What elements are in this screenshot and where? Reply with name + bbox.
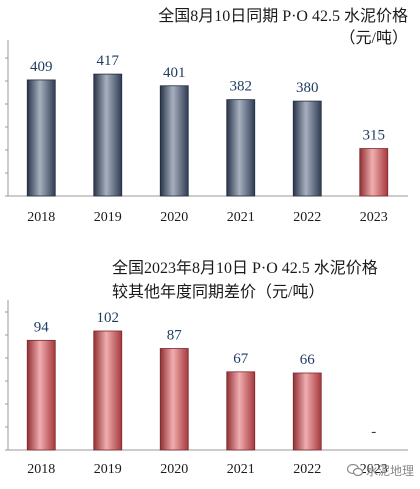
x-tick-label-2019: 2019 xyxy=(94,210,122,225)
x-tick-label-2022: 2022 xyxy=(293,210,321,225)
x-tick-label-2019: 2019 xyxy=(94,462,122,477)
bar-2022 xyxy=(292,372,322,451)
bar-2021 xyxy=(226,99,256,197)
bar-2020 xyxy=(159,85,189,197)
price-bar-chart: 409 2018 417 2019 401 2020 382 2021 380 2022 315 20… xyxy=(5,40,408,225)
chart-title: 全国2023年8月10日 P·O 42.5 水泥价格 xyxy=(112,260,378,277)
watermark-text: 水泥地理 xyxy=(365,464,414,478)
chart-subtitle: （元/吨） xyxy=(339,30,408,47)
bar-2018 xyxy=(26,79,56,197)
data-label-2022: 380 xyxy=(296,80,319,96)
chart-title: 全国8月10日同期 P·O 42.5 水泥价格 xyxy=(158,8,408,25)
x-tick-label-2018: 2018 xyxy=(27,462,55,477)
bar-2019 xyxy=(93,73,123,197)
data-label-2023: - xyxy=(371,424,376,440)
x-tick-label-2021: 2021 xyxy=(227,210,255,225)
bar-2021 xyxy=(226,371,256,451)
x-tick-label-2023: 2023 xyxy=(360,210,388,225)
chart-panel-difference: 全国2023年8月10日 P·O 42.5 水泥价格 较其他年度同期差价（元/吨… xyxy=(0,240,420,489)
y-axis xyxy=(5,40,9,197)
data-label-2022: 66 xyxy=(300,352,316,368)
bar-2018 xyxy=(26,339,56,451)
wechat-icon xyxy=(346,464,363,476)
data-label-2019: 102 xyxy=(97,310,120,326)
difference-bar-chart: 94 2018 102 2019 87 2020 67 2021 66 2022 - 2023 xyxy=(5,300,408,477)
chart-panel-price: 全国8月10日同期 P·O 42.5 水泥价格 （元/吨） 409 2018 417… xyxy=(0,0,420,240)
chart-subtitle: 较其他年度同期差价（元/吨） xyxy=(112,284,325,301)
x-tick-label-2021: 2021 xyxy=(227,462,255,477)
data-label-2018: 409 xyxy=(30,59,53,75)
data-label-2023: 315 xyxy=(363,128,386,144)
data-label-2018: 94 xyxy=(34,319,50,335)
x-tick-label-2018: 2018 xyxy=(27,210,55,225)
x-tick-label-2023: 2023 xyxy=(360,462,388,477)
data-label-2020: 87 xyxy=(167,328,183,344)
bar-2020 xyxy=(159,348,189,451)
bar-2019 xyxy=(93,330,123,451)
x-tick-label-2020: 2020 xyxy=(160,462,188,477)
y-axis xyxy=(5,300,9,451)
watermark: 水泥地理 xyxy=(346,462,414,479)
x-tick-label-2022: 2022 xyxy=(293,462,321,477)
data-label-2021: 67 xyxy=(233,351,249,367)
data-label-2019: 417 xyxy=(97,53,120,69)
x-tick-label-2020: 2020 xyxy=(160,210,188,225)
data-label-2021: 382 xyxy=(230,79,253,95)
bar-2023 xyxy=(359,148,389,197)
data-label-2020: 401 xyxy=(163,65,186,81)
bar-2022 xyxy=(292,100,322,197)
